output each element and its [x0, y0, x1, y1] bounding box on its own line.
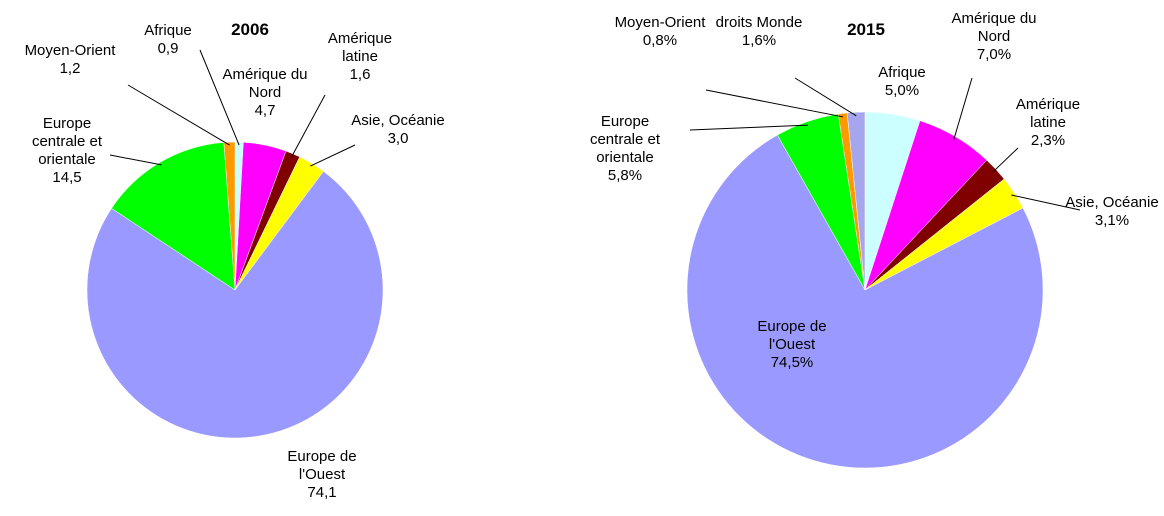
pie-slice — [223, 141, 236, 291]
chart-title: 2015 — [847, 20, 885, 39]
slice-label: Amérique du Nord 7,0% — [946, 10, 1042, 64]
leader-line — [291, 94, 326, 157]
leader-line — [199, 49, 240, 146]
slice-label: Europe centrale et orientale 14,5 — [19, 115, 115, 187]
chart-title: 2006 — [231, 20, 269, 39]
slice-label: Asie, Océanie 3,0 — [350, 112, 446, 148]
slice-label: Amérique latine 1,6 — [312, 30, 408, 84]
slice-label: droits Monde 1,6% — [711, 14, 807, 50]
leader-line — [109, 154, 162, 166]
category-label: Asie, Océanie — [351, 112, 445, 129]
leader-line — [794, 77, 857, 117]
category-label: Afrique — [144, 22, 192, 39]
category-label: Europe de l'Ouest — [757, 318, 827, 353]
category-label: Amérique du Nord — [951, 10, 1037, 45]
leader-line — [953, 77, 973, 140]
category-label: Amérique du Nord — [222, 66, 308, 101]
value-label: 14,5 — [52, 169, 82, 186]
slice-label: Moyen-Orient 0,8% — [612, 14, 708, 50]
leader-line — [127, 84, 230, 146]
value-label: 5,8% — [607, 167, 643, 184]
value-label: 1,6% — [741, 32, 777, 49]
leader-line — [1011, 194, 1081, 211]
value-label: 0,9 — [157, 40, 179, 57]
category-label: Moyen-Orient — [24, 42, 116, 59]
value-label: 0,8% — [642, 32, 678, 49]
slice-label: Europe centrale et orientale 5,8% — [577, 113, 673, 185]
value-label: 3,1% — [1094, 212, 1130, 229]
value-label: 74,1 — [307, 484, 337, 501]
slice-label: Moyen-Orient 1,2 — [22, 42, 118, 78]
category-label: droits Monde — [715, 14, 803, 31]
slice-label: Europe de l'Ouest 74,5% — [744, 318, 840, 372]
pie-slice — [846, 111, 866, 291]
leader-line — [992, 147, 1019, 173]
slice-label: Europe de l'Ouest 74,1 — [274, 448, 370, 502]
value-label: 4,7 — [254, 102, 276, 119]
category-label: Europe centrale et orientale — [589, 113, 661, 166]
pie-slice — [86, 171, 384, 439]
pie-slice — [111, 142, 236, 291]
leader-line — [705, 89, 844, 118]
slice-label: Amérique latine 2,3% — [1000, 96, 1096, 150]
category-label: Europe de l'Ouest — [287, 448, 357, 483]
category-label: Amérique latine — [327, 30, 393, 65]
category-label: Afrique — [878, 64, 926, 81]
category-label: Europe centrale et orientale — [31, 115, 103, 168]
leader-line — [689, 124, 809, 131]
value-label: 1,6 — [349, 66, 371, 83]
value-label: 3,0 — [387, 130, 409, 147]
value-label: 5,0% — [884, 82, 920, 99]
pie-slice — [686, 134, 1044, 469]
category-label: Amérique latine — [1015, 96, 1081, 131]
slice-label: Asie, Océanie 3,1% — [1064, 194, 1160, 230]
slice-label: Amérique du Nord 4,7 — [217, 66, 313, 120]
slice-label: Afrique 0,9 — [120, 22, 216, 58]
value-label: 7,0% — [976, 46, 1012, 63]
value-label: 2,3% — [1030, 132, 1066, 149]
slice-label: Afrique 5,0% — [854, 64, 950, 100]
leader-line — [310, 144, 356, 167]
value-label: 1,2 — [59, 60, 81, 77]
category-label: Asie, Océanie — [1065, 194, 1159, 211]
value-label: 74,5% — [770, 354, 814, 371]
category-label: Moyen-Orient — [614, 14, 706, 31]
